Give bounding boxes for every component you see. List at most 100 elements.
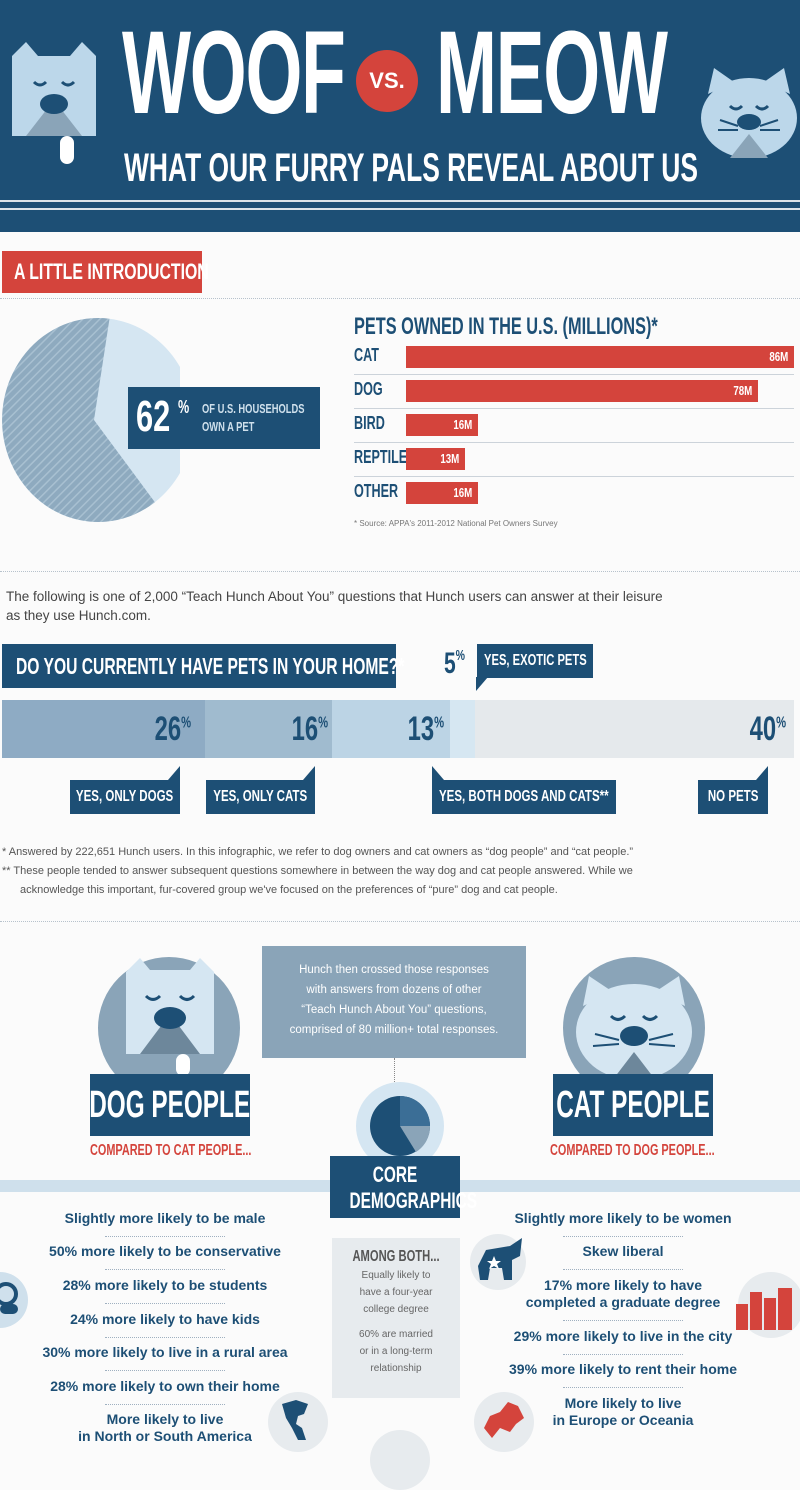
divider [563,1320,683,1321]
bar-other: 16M [406,482,478,504]
pie-slice-own-pet [2,317,155,522]
dog-stat: in North or South America [78,1428,252,1444]
donkey-icon [478,1238,522,1280]
bar-chart-source: * Source: APPA's 2011-2012 National Pet … [354,519,558,528]
footnote-2-line2: acknowledge this important, fur-covered … [20,884,558,896]
divider [563,1354,683,1355]
footnote-1: * Answered by 222,651 Hunch users. In th… [2,846,634,858]
title-woof: WOOF [122,7,346,139]
cat-stat: 39% more likely to rent their home [509,1361,737,1377]
pie-caption-line2: OWN A PET [202,419,255,434]
label-only-dogs: YES, ONLY DOGS [70,780,180,814]
europe-map-icon [484,1402,524,1438]
pointer [303,766,315,780]
divider [563,1269,683,1270]
bar-label-cat: CAT [354,345,379,365]
bar-value-label: 86M [769,349,788,364]
bar-label-reptile: REPTILE [354,447,408,467]
divider [0,921,800,922]
pie-callout: 62 % OF U.S. HOUSEHOLDS OWN A PET [128,387,320,449]
methodology-box: Hunch then crossed those responses with … [262,946,526,1058]
cat-stat: Skew liberal [582,1243,664,1259]
question-intro: The following is one of 2,000 “Teach Hun… [6,587,796,625]
divider [105,1404,225,1405]
divider [0,571,800,572]
dog-stat: 28% more likely to be students [62,1277,268,1293]
divider [105,1269,225,1270]
pet-ownership-pie [2,317,180,522]
segment-only-dogs-pct: 26% [154,709,191,748]
cat-stat: Slightly more likely to be women [514,1210,732,1226]
divider [105,1303,225,1304]
americas-map-icon [282,1400,308,1440]
header-banner: WOOF VS. MEOW WHAT OUR FURRY PALS REVEAL… [0,0,800,232]
footnotes: * Answered by 222,651 Hunch users. In th… [2,843,798,900]
demographics-pie-icon [356,1082,444,1170]
cat-stat: in Europe or Oceania [552,1412,694,1428]
exotic-pointer [476,677,488,691]
methodology-line4: comprised of 80 million+ total responses… [289,1024,499,1036]
divider [105,1370,225,1371]
title-meow: MEOW [436,7,668,139]
bar-dog: 78M [406,380,758,402]
label-no-pets: NO PETS [698,780,768,814]
divider [105,1236,225,1237]
exotic-percent: 5% [444,647,466,680]
question-title: DO YOU CURRENTLY HAVE PETS IN YOUR HOME?… [16,652,405,679]
segment-only-cats: 16% [205,700,332,758]
divider [563,1387,683,1388]
divider [0,298,800,299]
dog-stat: 24% more likely to have kids [70,1311,260,1327]
exotic-label: YES, EXOTIC PETS [483,652,587,669]
bar-bird: 16M [406,414,478,436]
vs-badge: VS. [356,50,418,112]
pointer [168,766,180,780]
bar-value-label: 16M [453,485,472,500]
footnote-2-line1: ** These people tended to answer subsequ… [2,865,633,877]
segment-both: 13% [332,700,450,758]
dog-stat: 30% more likely to live in a rural area [42,1344,288,1360]
cat-stat: More likely to live [564,1395,682,1411]
bar-separator [354,442,794,443]
divider [563,1236,683,1237]
question-intro-line1: The following is one of 2,000 “Teach Hun… [6,589,663,604]
bar-label-bird: BIRD [354,413,385,433]
label-both: YES, BOTH DOGS AND CATS** [432,780,616,814]
cat-stat: completed a graduate degree [525,1294,721,1310]
dog-face-icon [126,958,214,1076]
methodology-line2: with answers from dozens of other [306,984,482,996]
bar-chart-title: PETS OWNED IN THE U.S. (MILLIONS)* [354,313,658,340]
label-only-cats: YES, ONLY CATS [206,780,315,814]
cat-face-icon [701,68,797,158]
bar-label-other: OTHER [354,481,399,501]
cat-people-sub: COMPARED TO DOG PEOPLE... [550,1142,715,1159]
bar-separator [354,374,794,375]
among-both-box: AMONG BOTH... Equally likely to have a f… [332,1238,460,1398]
bar-separator [354,408,794,409]
header-stripe [0,200,800,202]
question-title-box: DO YOU CURRENTLY HAVE PETS IN YOUR HOME?… [2,644,404,688]
segment-only-dogs: 26% [2,700,205,758]
header-subtitle: WHAT OUR FURRY PALS REVEAL ABOUT US [124,146,698,190]
dog-stat: More likely to live [106,1411,224,1427]
dog-people-sub: COMPARED TO CAT PEOPLE... [90,1142,252,1159]
pie-percent: 62 [136,392,171,441]
pointer [756,766,768,780]
header-stripe [0,208,800,210]
question-intro-line2: as they use Hunch.com. [6,608,151,623]
dog-stat: 50% more likely to be conservative [49,1243,281,1259]
bar-label-dog: DOG [354,379,383,399]
pacifier-icon [0,1282,18,1314]
dog-stat: Slightly more likely to be male [64,1210,266,1226]
section-label-intro: A LITTLE INTRODUCTION [2,251,209,293]
dog-people-label: DOG PEOPLE [90,1074,250,1136]
bar-reptile: 13M [406,448,465,470]
methodology-line3: “Teach Hunch About You” questions, [301,1004,487,1016]
pie-caption-line1: OF U.S. HOUSEHOLDS [202,401,305,416]
segment-no-pets-pct: 40% [749,709,786,748]
pointer [432,766,444,780]
bar-value-label: 16M [453,417,472,432]
segment-no-pets: 40% [475,700,794,758]
cat-people-label: CAT PEOPLE [553,1074,713,1136]
core-demographics-label: CORE DEMOGRAPHICS [330,1156,477,1218]
